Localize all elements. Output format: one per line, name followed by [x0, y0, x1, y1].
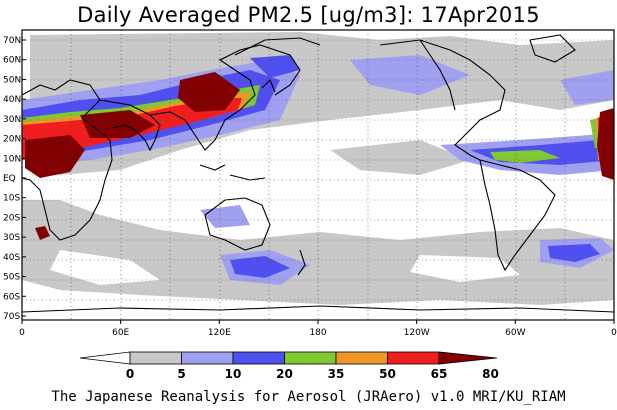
colorbar-segment	[232, 351, 285, 365]
map-credit: The Japanese Reanalysis for Aerosol (JRA…	[51, 389, 566, 405]
colorbar-tick-label: 65	[431, 367, 448, 381]
lat-label: 60S	[3, 292, 20, 302]
lat-label: 10N	[3, 154, 21, 164]
lat-label: 10S	[3, 194, 20, 204]
lat-label: 30S	[3, 233, 20, 243]
lat-label: 20N	[3, 135, 21, 145]
lon-label: 120E	[208, 328, 231, 338]
colorbar-tick-label: 80	[482, 367, 499, 381]
coastlines	[22, 34, 614, 313]
colorbar-segment	[284, 351, 337, 365]
colorbar-min-arrow	[79, 351, 131, 365]
lat-label: 50N	[3, 75, 21, 85]
lat-label: EQ	[3, 174, 16, 184]
colorbar-segment	[129, 351, 182, 365]
colorbar-segment	[335, 351, 388, 365]
lat-label: 40N	[3, 95, 21, 105]
colorbar-tick-label: 10	[225, 367, 242, 381]
colorbar-segment	[181, 351, 234, 365]
lat-label: 20S	[3, 213, 20, 223]
colorbar-tick-label: 50	[379, 367, 396, 381]
latitude-axis: 70N 60N 50N 40N 30N 20N 10N EQ 10S 20S 30S 40S 50S 60…	[3, 36, 26, 322]
lon-label: 120W	[404, 328, 430, 338]
lat-label: 40S	[3, 253, 20, 263]
colorbar-tick-label: 0	[126, 367, 134, 381]
lat-label: 70S	[3, 312, 20, 322]
colorbar-tick-label: 5	[177, 367, 185, 381]
colorbar-max-arrow	[438, 351, 498, 365]
lat-label: 50S	[3, 273, 20, 283]
lon-label: 0	[611, 328, 617, 338]
colorbar-segment	[387, 351, 440, 365]
lon-label: 60W	[505, 328, 525, 338]
longitude-axis: 0 60E 120E 180 120W 60W 0	[19, 320, 617, 338]
lon-label: 0	[19, 328, 25, 338]
colorbar-tick-label: 35	[328, 367, 345, 381]
colorbar-tick-label: 20	[276, 367, 293, 381]
lon-label: 60E	[112, 328, 129, 338]
lon-label: 180	[309, 328, 326, 338]
lat-lon-gridlines	[22, 30, 614, 321]
colorbar: 0 5 10 20 35 50 65 80	[79, 351, 499, 381]
map-title: Daily Averaged PM2.5 [ug/m3]: 17Apr2015	[77, 3, 540, 27]
lat-label: 60N	[3, 56, 21, 66]
lat-label: 70N	[3, 36, 21, 46]
lat-label: 30N	[3, 115, 21, 125]
